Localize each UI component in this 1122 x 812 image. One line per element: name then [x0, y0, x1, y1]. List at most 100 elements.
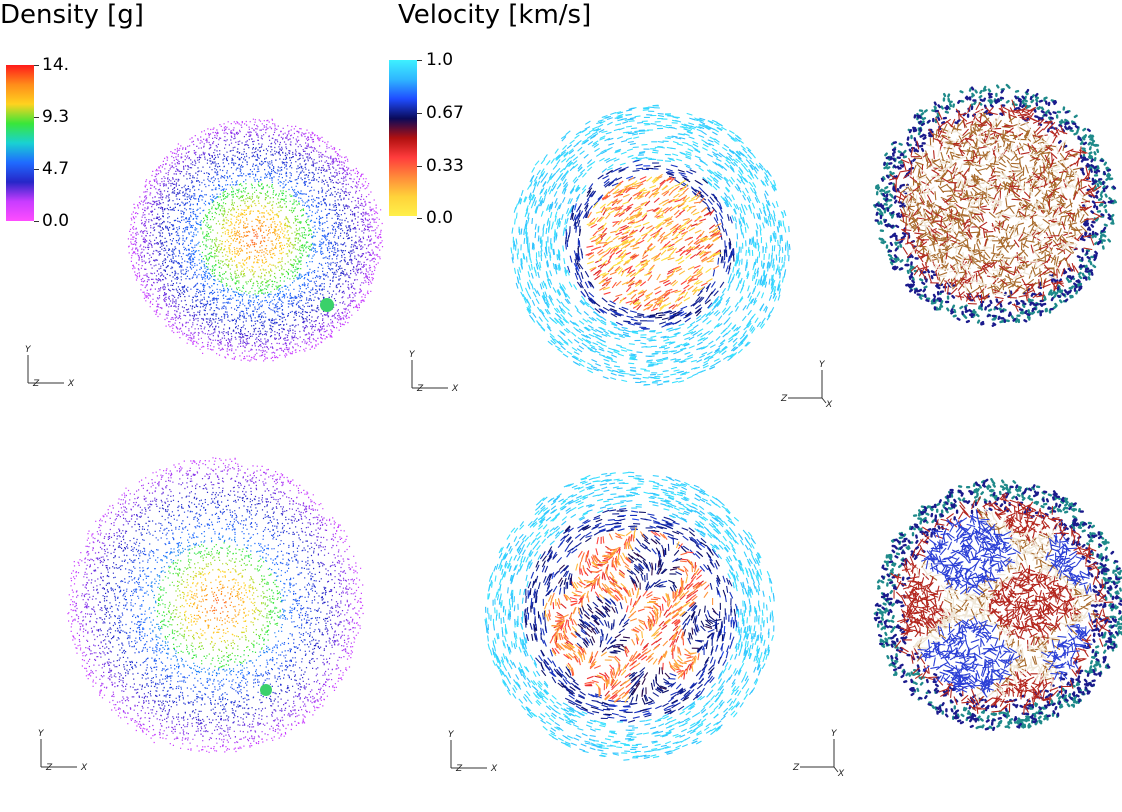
density-particles [220, 202, 291, 274]
density-particles [161, 547, 276, 662]
density-particles [238, 222, 272, 254]
density-colorbar [6, 65, 34, 221]
density-particles [200, 586, 237, 622]
velocity-arrows [564, 162, 733, 325]
3d-velocity-glyphs [912, 508, 1100, 703]
density-particles [204, 591, 232, 619]
density-particles [167, 553, 271, 657]
density-particles [123, 512, 308, 696]
axes-lines [800, 739, 839, 773]
density-knot [260, 684, 272, 696]
axes-lines [450, 740, 487, 769]
axes-glyph-3d-top: Y Z X [780, 360, 833, 410]
density-particles [88, 477, 344, 733]
velocity-arrows [543, 546, 699, 703]
density-knot [320, 298, 334, 312]
axis-z-label: Z [32, 379, 40, 389]
velocity-arrows [588, 173, 716, 306]
axis-x-label: X [451, 384, 459, 394]
density-panel-top [127, 118, 384, 362]
axis-y-label: Y [831, 729, 838, 739]
density-particles [73, 463, 357, 746]
velocity-arrows [551, 534, 702, 700]
velocity-arrows [544, 527, 697, 703]
axis-x-label: X [80, 763, 88, 773]
density-particles [158, 146, 353, 333]
axes-glyph-density-top: Y Z X [25, 345, 75, 389]
axis-z-label: Z [416, 384, 424, 394]
velocity-arrows [484, 471, 775, 761]
density-particles [134, 124, 378, 357]
velocity-arrows [555, 531, 714, 701]
axis-y-label: Y [819, 360, 826, 370]
velocity-arrows [485, 474, 775, 759]
velocity3d-panel-top [873, 83, 1117, 327]
density-particles [176, 164, 335, 316]
density-particles [203, 186, 308, 291]
velocity-colorbar-tick-mark [417, 166, 422, 167]
density-particles [81, 470, 350, 740]
axis-y-label: Y [448, 730, 455, 740]
density-particles [250, 232, 259, 244]
velocity-arrows [511, 107, 791, 386]
density-particles [214, 195, 299, 281]
density-particles [227, 210, 284, 264]
density-colorbar-tick-mark [34, 169, 39, 170]
density-particles [175, 562, 263, 649]
density-colorbar-tick-mark [34, 221, 39, 222]
density-particles [183, 569, 254, 639]
velocity-colorbar [389, 60, 417, 216]
velocity-tick-2: 0.67 [426, 103, 464, 123]
density-particles [152, 141, 358, 339]
density-colorbar-tick-mark [34, 117, 39, 118]
velocity-panel-bottom [484, 471, 775, 761]
density-particles [127, 118, 384, 362]
density-particles [138, 527, 294, 683]
density-particles [234, 218, 277, 258]
axis-z-label: Z [792, 763, 800, 773]
axis-y-label: Y [409, 350, 416, 360]
axis-x-label: X [825, 400, 833, 410]
density-panel-bottom [67, 457, 364, 753]
density-particles [188, 176, 323, 304]
velocity3d-panel-bottom [873, 478, 1122, 731]
velocity-arrows [586, 176, 702, 312]
density-particles [246, 229, 266, 248]
velocity-tick-max: 1.0 [426, 50, 454, 70]
velocity-panel-top [510, 104, 791, 386]
density-particles [179, 567, 259, 645]
3d-velocity-glyphs [917, 509, 1093, 698]
density-particles [156, 542, 282, 669]
density-particles [170, 159, 340, 322]
density-tick-max: 14. [42, 55, 70, 75]
axes-lines [27, 355, 64, 384]
axis-y-label: Y [38, 729, 45, 739]
density-particles [242, 225, 269, 251]
density-particles [209, 594, 227, 614]
velocity-arrows [589, 178, 720, 307]
density-tick-3: 4.7 [42, 159, 70, 179]
axes-glyph-velocity-bottom: Y Z X [448, 730, 498, 774]
velocity-arrows [565, 159, 735, 330]
density-particles [146, 135, 366, 345]
axes-lines [411, 360, 448, 389]
velocity-colorbar-tick-mark [417, 60, 422, 61]
velocity-arrows [586, 176, 722, 312]
velocity-arrows [587, 176, 716, 309]
density-particles [116, 506, 314, 705]
velocity-colorbar-tick-mark [417, 113, 422, 114]
axis-x-label: X [837, 769, 845, 779]
axis-y-label: Y [25, 345, 32, 355]
velocity-arrows [524, 510, 736, 716]
velocity-arrows [557, 534, 717, 697]
axis-x-label: X [67, 379, 75, 389]
velocity-arrows [523, 509, 733, 723]
velocity-arrows [588, 181, 720, 308]
density-particles [102, 491, 329, 718]
density-particles [191, 579, 246, 631]
axes-lines [788, 370, 827, 404]
density-particles [139, 129, 372, 351]
density-particles [199, 181, 313, 295]
density-particles [214, 599, 225, 611]
